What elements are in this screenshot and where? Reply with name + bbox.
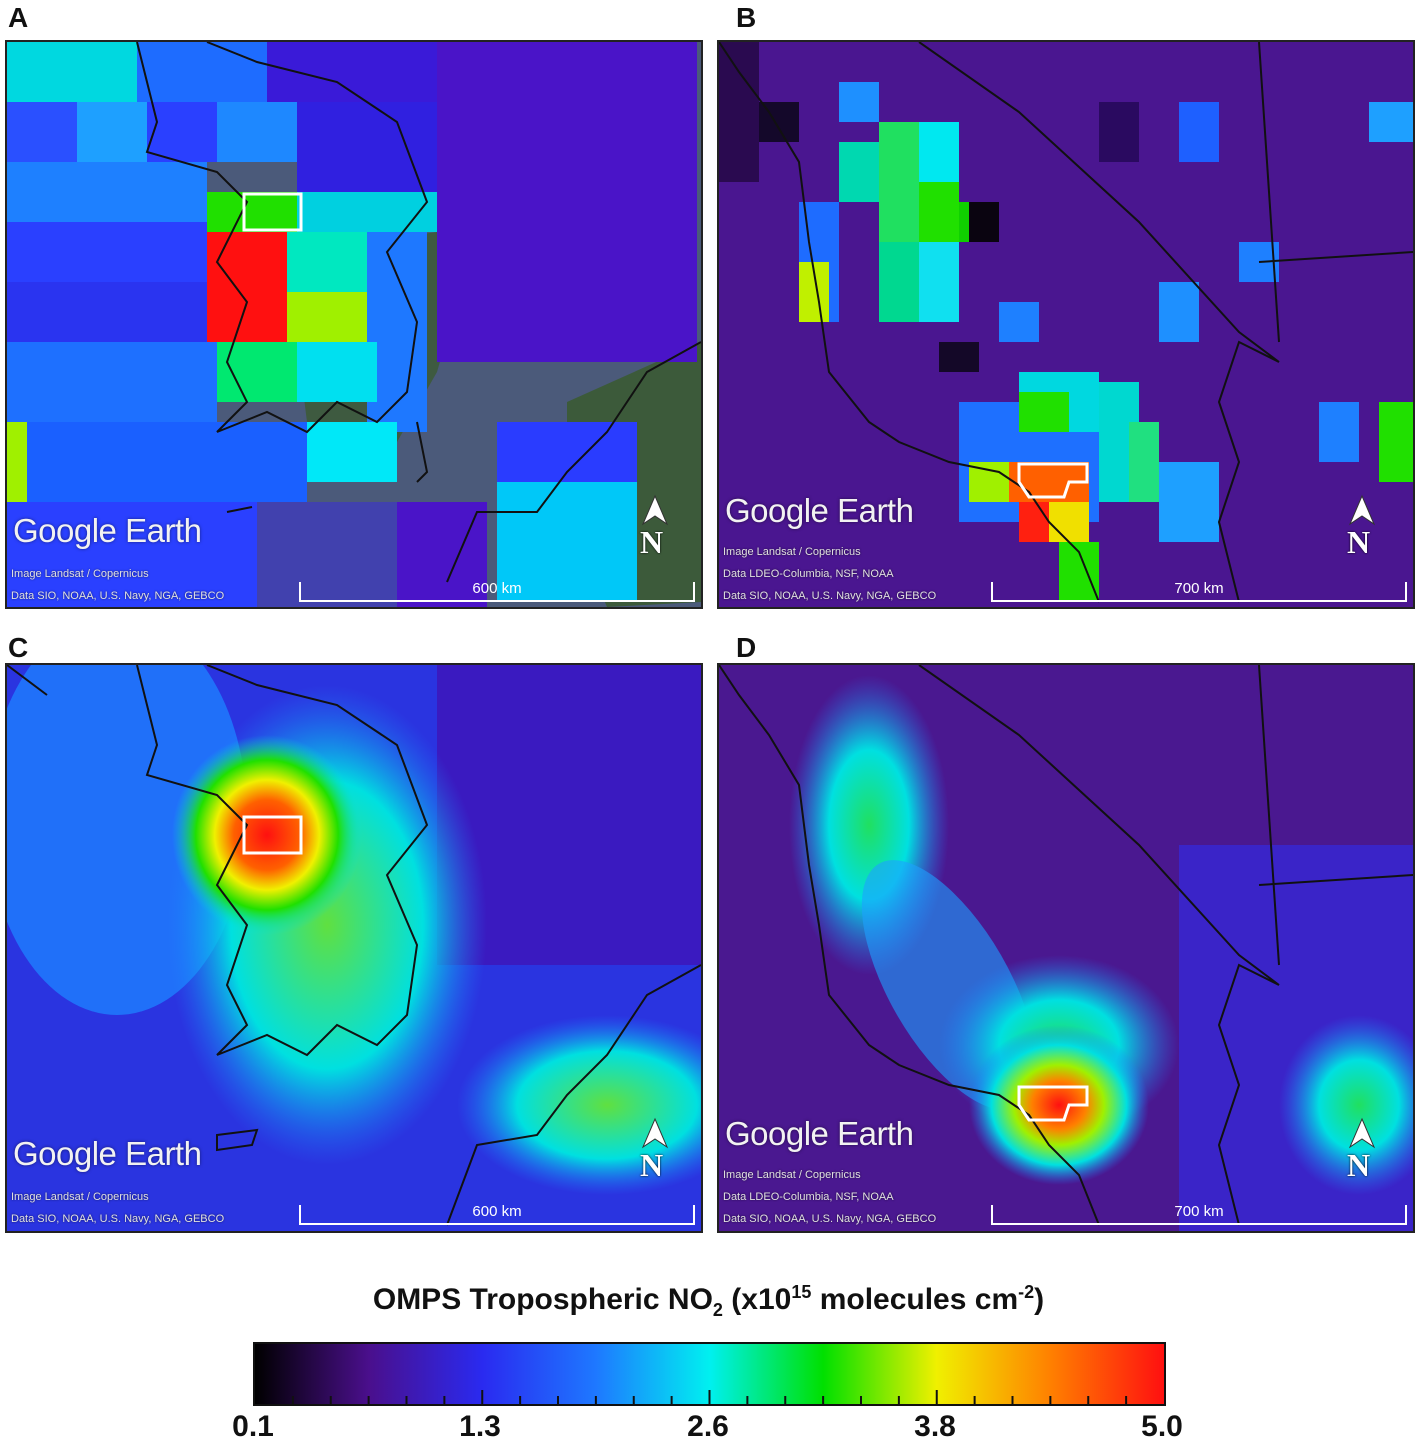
coastlines-a (136, 42, 701, 583)
colorbar-title-end: ) (1034, 1283, 1045, 1316)
colorbar-title-units: molecules cm (811, 1283, 1019, 1316)
north-label: N (1347, 1147, 1371, 1183)
panel-label-c: C (8, 632, 29, 663)
scale-bar: 700 km (991, 580, 1407, 602)
image-credit: Image Landsat / Copernicus (11, 1191, 149, 1203)
colorbar-title-mid: (x10 (722, 1283, 792, 1316)
google-earth-logo: Google Earth (725, 1115, 914, 1152)
scale-bar: 700 km (991, 1203, 1407, 1225)
region-box-a (242, 192, 303, 232)
north-arrow-icon: N (1344, 494, 1380, 564)
tick-label-1: 1.3 (459, 1410, 501, 1443)
panel-label-b: B (736, 2, 757, 33)
scale-bar: 600 km (299, 580, 695, 602)
pixel-grid-a (7, 42, 697, 607)
region-box-c (242, 815, 303, 855)
image-credit: Image Landsat / Copernicus (11, 568, 149, 580)
scale-label: 600 km (472, 1203, 522, 1220)
north-label: N (640, 524, 664, 560)
scale-label: 600 km (472, 580, 522, 597)
map-panel-a: Google Earth Image Landsat / Copernicus … (5, 40, 703, 609)
scale-label: 700 km (1174, 580, 1224, 597)
north-arrow-icon: N (1344, 1117, 1380, 1187)
panel-label-a: A (8, 2, 29, 33)
data-credit: Data SIO, NOAA, U.S. Navy, NGA, GEBCO (11, 590, 225, 602)
region-box-b (1017, 462, 1089, 499)
map-panel-c: Google Earth Image Landsat / Copernicus … (5, 663, 703, 1233)
coastlines-b (719, 42, 1413, 603)
colorbar-title-sup: 15 (791, 1282, 812, 1302)
google-earth-logo: Google Earth (13, 512, 202, 549)
data-credit: Data SIO, NOAA, U.S. Navy, NGA, GEBCO (11, 1213, 225, 1225)
image-credit: Image Landsat / Copernicus (723, 1169, 861, 1181)
map-panel-b: Google Earth Image Landsat / Copernicus … (717, 40, 1415, 609)
data-credit: Data LDEO-Columbia, NSF, NOAA (723, 568, 894, 580)
coastlines-c (7, 665, 701, 1226)
map-c-image (7, 665, 701, 1231)
colorbar-title-sup2: -2 (1018, 1282, 1035, 1302)
data-credit: Data LDEO-Columbia, NSF, NOAA (723, 1191, 894, 1203)
scale-label: 700 km (1174, 1203, 1224, 1220)
panel-label-d: D (736, 632, 757, 663)
data-credit: Data SIO, NOAA, U.S. Navy, NGA, GEBCO (723, 590, 937, 602)
data-credit: Data SIO, NOAA, U.S. Navy, NGA, GEBCO (723, 1213, 937, 1225)
coastlines-d (719, 665, 1413, 1226)
colorbar-title-sub: 2 (712, 1300, 723, 1320)
map-a-image (7, 42, 701, 607)
google-earth-logo: Google Earth (13, 1135, 202, 1172)
colorbar-ticks (291, 1390, 1128, 1404)
google-earth-logo: Google Earth (725, 492, 914, 529)
north-label: N (1347, 524, 1371, 560)
map-d-image (719, 665, 1413, 1231)
tick-label-4: 5.0 (1141, 1410, 1183, 1443)
north-arrow-icon: N (637, 494, 673, 564)
colorbar (253, 1342, 1166, 1406)
pixel-grid-b (719, 42, 1413, 602)
scale-bar: 600 km (299, 1203, 695, 1225)
colorbar-title: OMPS Tropospheric NO2 (x1015 molecules c… (0, 1282, 1417, 1321)
map-panel-d: Google Earth Image Landsat / Copernicus … (717, 663, 1415, 1233)
tick-label-2: 2.6 (687, 1410, 729, 1443)
image-credit: Image Landsat / Copernicus (723, 546, 861, 558)
north-arrow-icon: N (637, 1117, 673, 1187)
tick-label-3: 3.8 (914, 1410, 956, 1443)
region-box-d (1017, 1085, 1089, 1122)
tick-label-0: 0.1 (232, 1410, 274, 1443)
colorbar-title-main: OMPS Tropospheric NO (372, 1283, 713, 1316)
north-label: N (640, 1147, 664, 1183)
map-b-image (719, 42, 1413, 607)
